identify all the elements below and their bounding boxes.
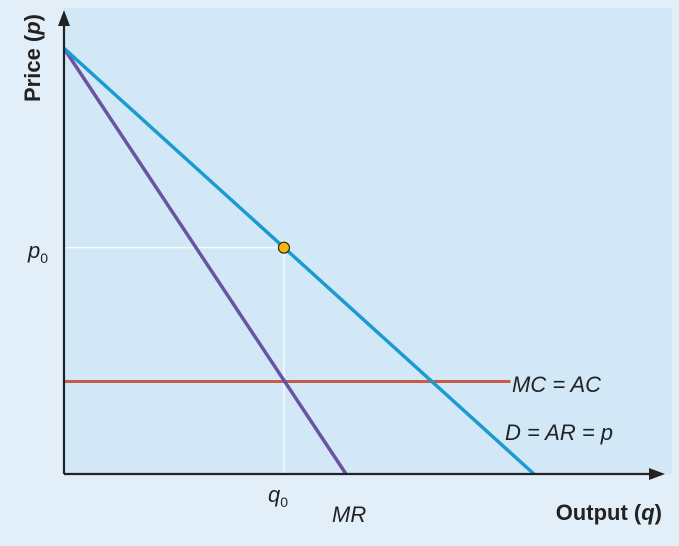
- mr-label: MR: [332, 502, 366, 527]
- demand-label: D = AR = p: [505, 420, 613, 445]
- y-axis-arrow-icon: [58, 10, 70, 26]
- x-axis-title: Output (q): [556, 500, 662, 525]
- demand-line: [62, 47, 536, 476]
- x-axis-arrow-icon: [649, 468, 665, 480]
- mc-ac-label: MC = AC: [512, 372, 601, 397]
- y-axis-title: Price (p): [20, 14, 45, 102]
- equilibrium-point: [277, 241, 291, 254]
- q0-tick-label: q0: [268, 482, 288, 510]
- mr-line: [62, 47, 348, 475]
- p0-tick-label: p0: [27, 238, 48, 266]
- plot-area: [64, 8, 672, 474]
